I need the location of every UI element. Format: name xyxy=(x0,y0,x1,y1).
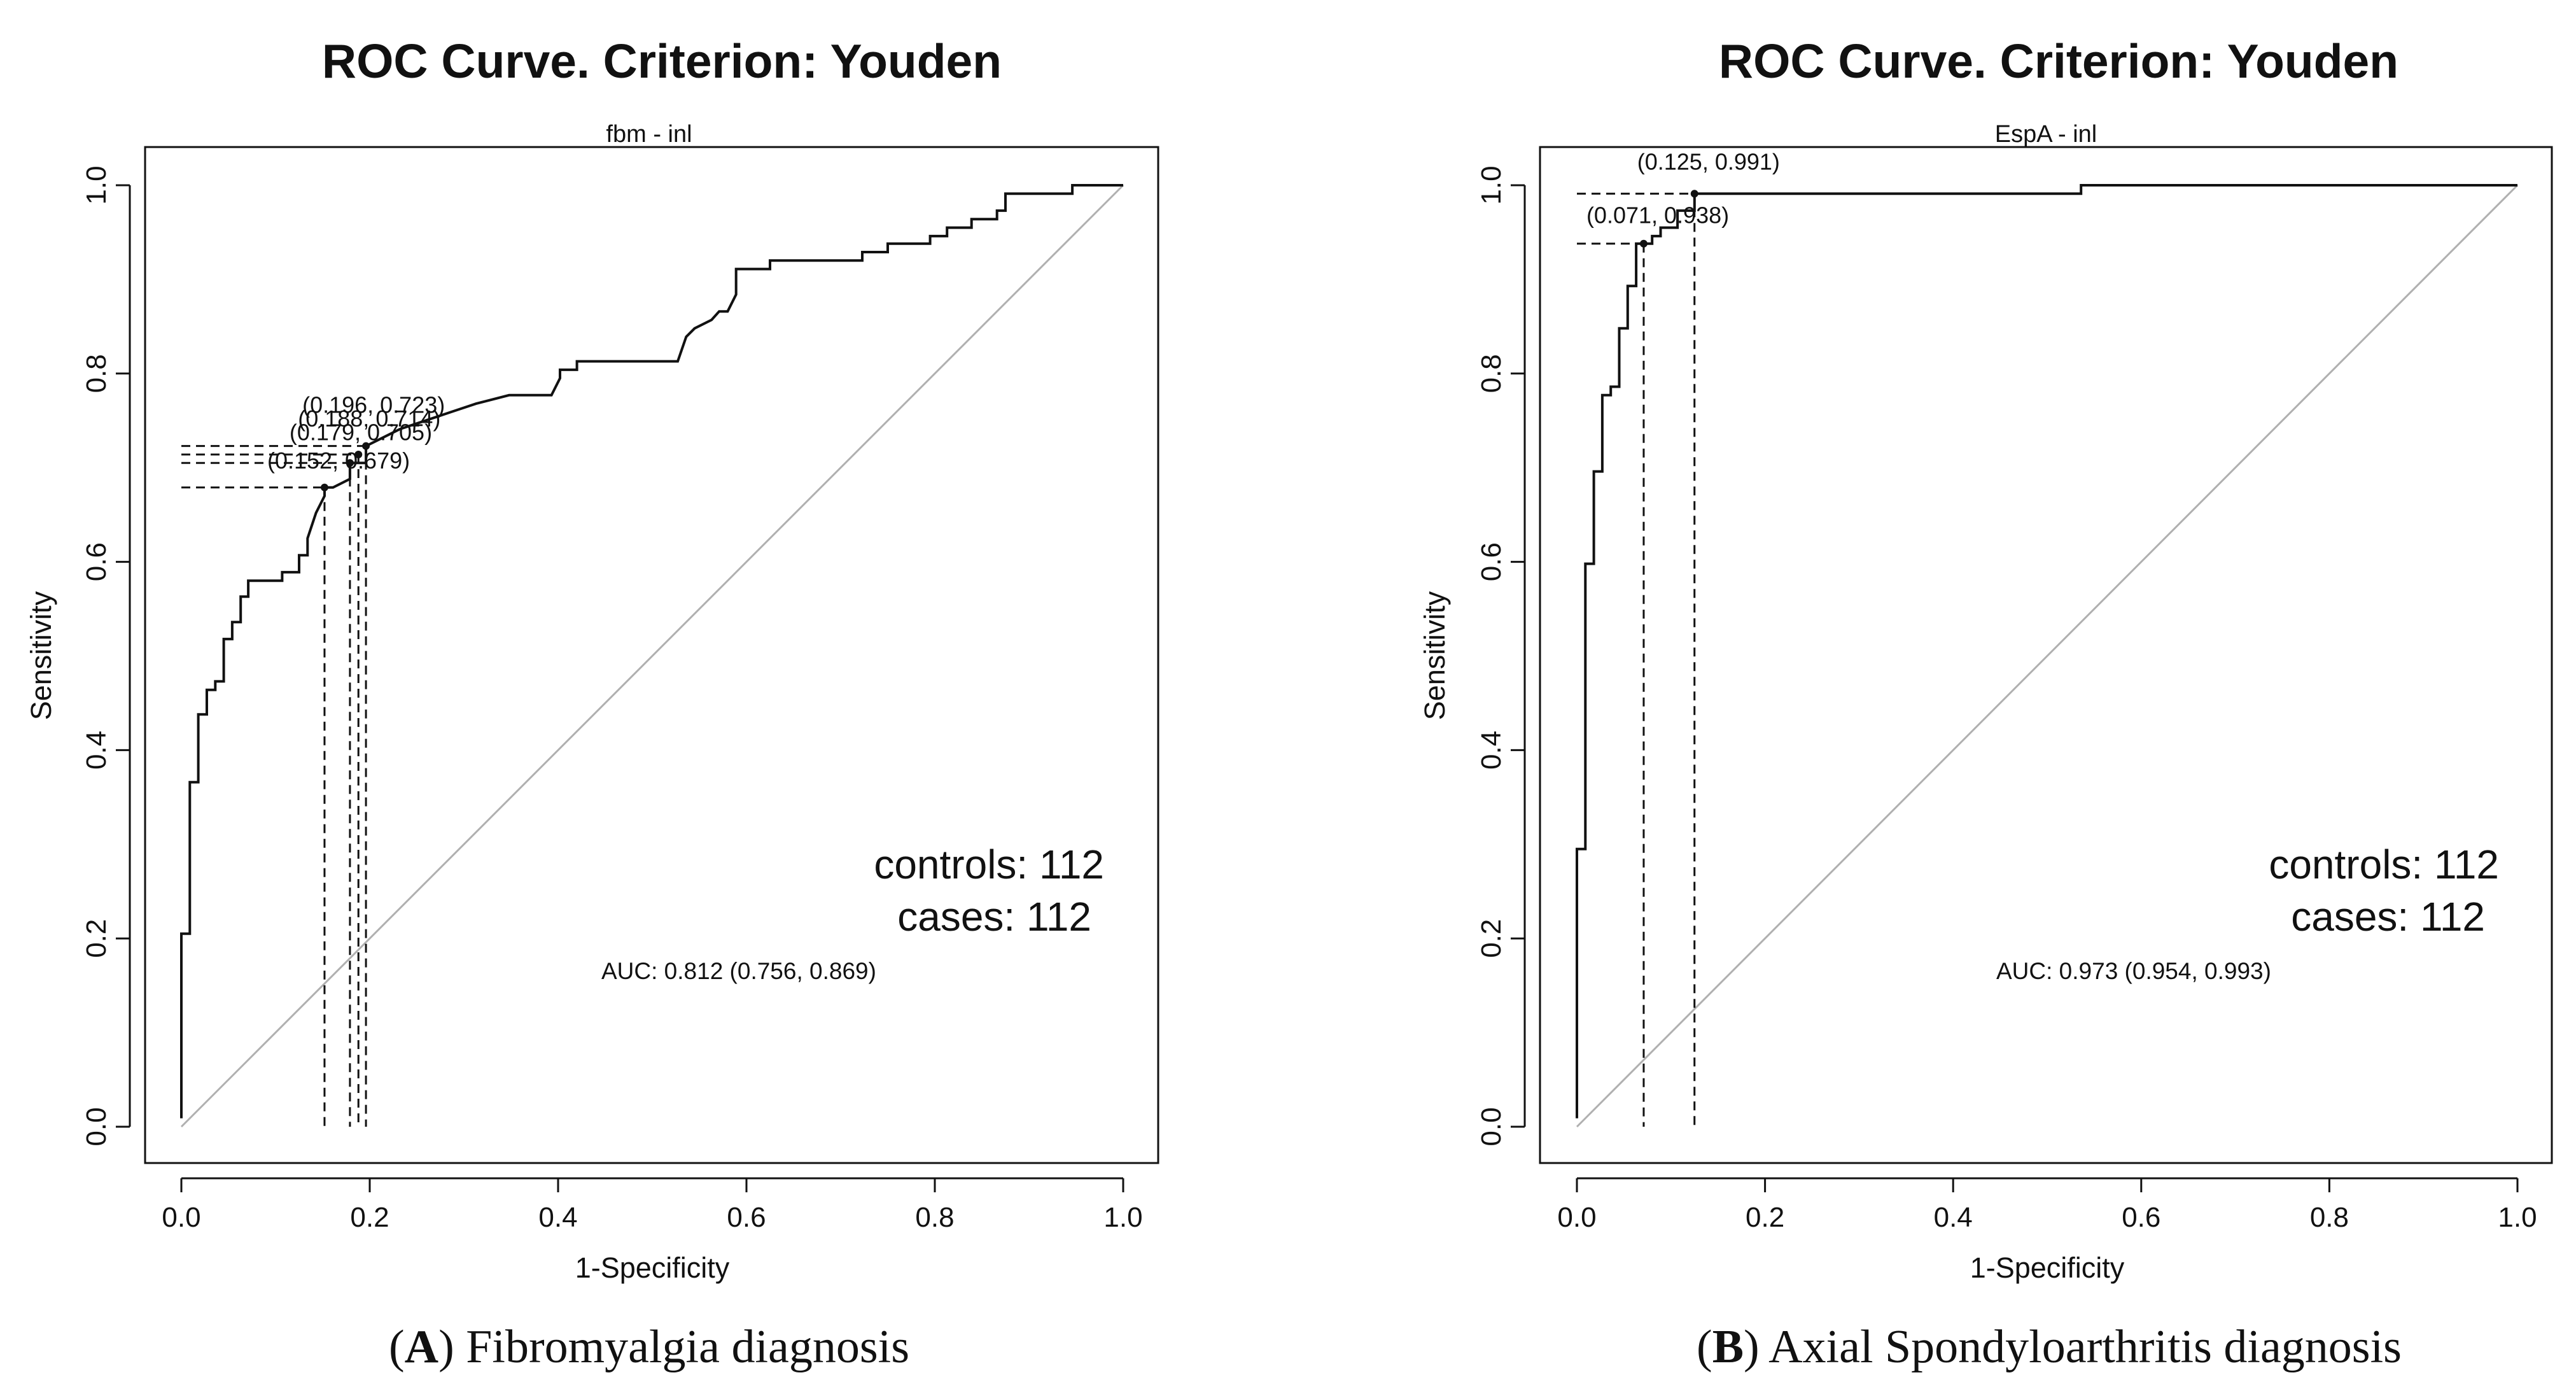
legend-cases: cases: 112 xyxy=(2291,894,2485,940)
threshold-label: (0.152, 0.679) xyxy=(267,448,410,474)
y-axis: 0.0 0.2 0.4 0.6 0.8 1.0 xyxy=(81,166,131,1146)
y-tick-label: 0.4 xyxy=(1476,731,1507,770)
threshold-point xyxy=(354,450,363,458)
threshold-label: (0.188, 0.714) xyxy=(298,405,440,432)
x-tick-label: 1.0 xyxy=(2498,1202,2537,1233)
panel-caption: (B) Axial Spondyloarthritis diagnosis xyxy=(1697,1321,2402,1373)
threshold-label: (0.179, 0.705) xyxy=(290,419,432,445)
roc-curve xyxy=(1576,184,2517,1118)
threshold-guides xyxy=(1577,192,1696,1127)
threshold-point xyxy=(1639,239,1648,248)
threshold-labels: (0.152, 0.679) (0.179, 0.705)(0.188, 0.71… xyxy=(267,392,445,474)
x-tick-label: 0.4 xyxy=(538,1202,577,1233)
y-axis: 0.0 0.2 0.4 0.6 0.8 1.0 xyxy=(1476,166,1526,1146)
y-tick-label: 0.0 xyxy=(81,1107,112,1146)
y-tick-label: 0.2 xyxy=(81,919,112,958)
plot-frame xyxy=(144,146,1159,1164)
x-tick-label: 0.8 xyxy=(915,1202,954,1233)
threshold-point xyxy=(1690,190,1698,198)
chance-diagonal xyxy=(1576,184,2519,1128)
threshold-label: (0.071, 0.938) xyxy=(1586,202,1729,229)
x-axis: 0.0 0.2 0.4 0.6 0.8 1.0 xyxy=(1557,1177,2537,1233)
threshold-point xyxy=(362,442,370,450)
y-tick-label: 0.8 xyxy=(81,354,112,393)
x-axis-label: 1-Specificity xyxy=(1970,1251,2125,1284)
chart-subtitle: EspA - inl xyxy=(1995,121,2097,148)
threshold-labels: (0.071, 0.938) (0.125, 0.991) xyxy=(1586,148,1780,228)
threshold-points xyxy=(320,442,370,491)
roc-panel-a: ROC Curve. Criterion: Youden fbm - inl 0… xyxy=(25,34,1159,1373)
threshold-point xyxy=(320,483,328,491)
x-tick-label: 0.8 xyxy=(2310,1202,2349,1233)
legend-controls: controls: 112 xyxy=(874,842,1104,887)
x-tick-label: 0.4 xyxy=(1934,1202,1973,1233)
caption-text: Fibromyalgia diagnosis xyxy=(466,1321,909,1373)
caption-letter: B xyxy=(1712,1321,1744,1373)
x-tick-label: 0.0 xyxy=(162,1202,200,1233)
x-tick-label: 0.0 xyxy=(1557,1202,1596,1233)
y-tick-label: 0.6 xyxy=(1476,542,1507,581)
legend-controls: controls: 112 xyxy=(2269,842,2499,887)
roc-panel-b: ROC Curve. Criterion: Youden EspA - inl … xyxy=(1418,34,2553,1373)
y-tick-label: 0.0 xyxy=(1476,1107,1507,1146)
y-tick-label: 1.0 xyxy=(1476,166,1507,204)
y-axis-label: Sensitivity xyxy=(1418,591,1451,720)
threshold-label: (0.125, 0.991) xyxy=(1637,148,1780,174)
threshold-point xyxy=(346,459,354,467)
y-tick-label: 0.8 xyxy=(1476,354,1507,393)
y-tick-label: 0.2 xyxy=(1476,919,1507,958)
x-tick-label: 0.2 xyxy=(1746,1202,1784,1233)
threshold-label: (0.196, 0.723) xyxy=(302,392,445,418)
x-tick-label: 1.0 xyxy=(1103,1202,1142,1233)
chance-diagonal xyxy=(180,184,1124,1128)
x-tick-label: 0.6 xyxy=(2122,1202,2160,1233)
auc-label: AUC: 0.973 (0.954, 0.993) xyxy=(1996,958,2271,984)
x-tick-label: 0.2 xyxy=(350,1202,389,1233)
threshold-guides xyxy=(181,445,367,1127)
caption-text: Axial Spondyloarthritis diagnosis xyxy=(1768,1321,2402,1373)
panel-caption: (A) Fibromyalgia diagnosis xyxy=(389,1321,909,1373)
y-tick-label: 0.4 xyxy=(81,731,112,770)
threshold-points xyxy=(1639,190,1698,248)
legend-cases: cases: 112 xyxy=(897,894,1091,940)
y-axis-label: Sensitivity xyxy=(25,591,57,720)
roc-curve xyxy=(180,184,1123,1118)
x-axis: 0.0 0.2 0.4 0.6 0.8 1.0 xyxy=(162,1177,1143,1233)
auc-label: AUC: 0.812 (0.756, 0.869) xyxy=(601,958,876,984)
x-tick-label: 0.6 xyxy=(727,1202,766,1233)
caption-letter: A xyxy=(405,1321,438,1373)
plot-frame xyxy=(1539,146,2553,1164)
chart-title: ROC Curve. Criterion: Youden xyxy=(322,34,1002,88)
x-axis-label: 1-Specificity xyxy=(575,1251,730,1284)
chart-title: ROC Curve. Criterion: Youden xyxy=(1719,34,2398,88)
y-tick-label: 0.6 xyxy=(81,542,112,581)
y-tick-label: 1.0 xyxy=(81,166,112,204)
chart-subtitle: fbm - inl xyxy=(606,121,692,148)
